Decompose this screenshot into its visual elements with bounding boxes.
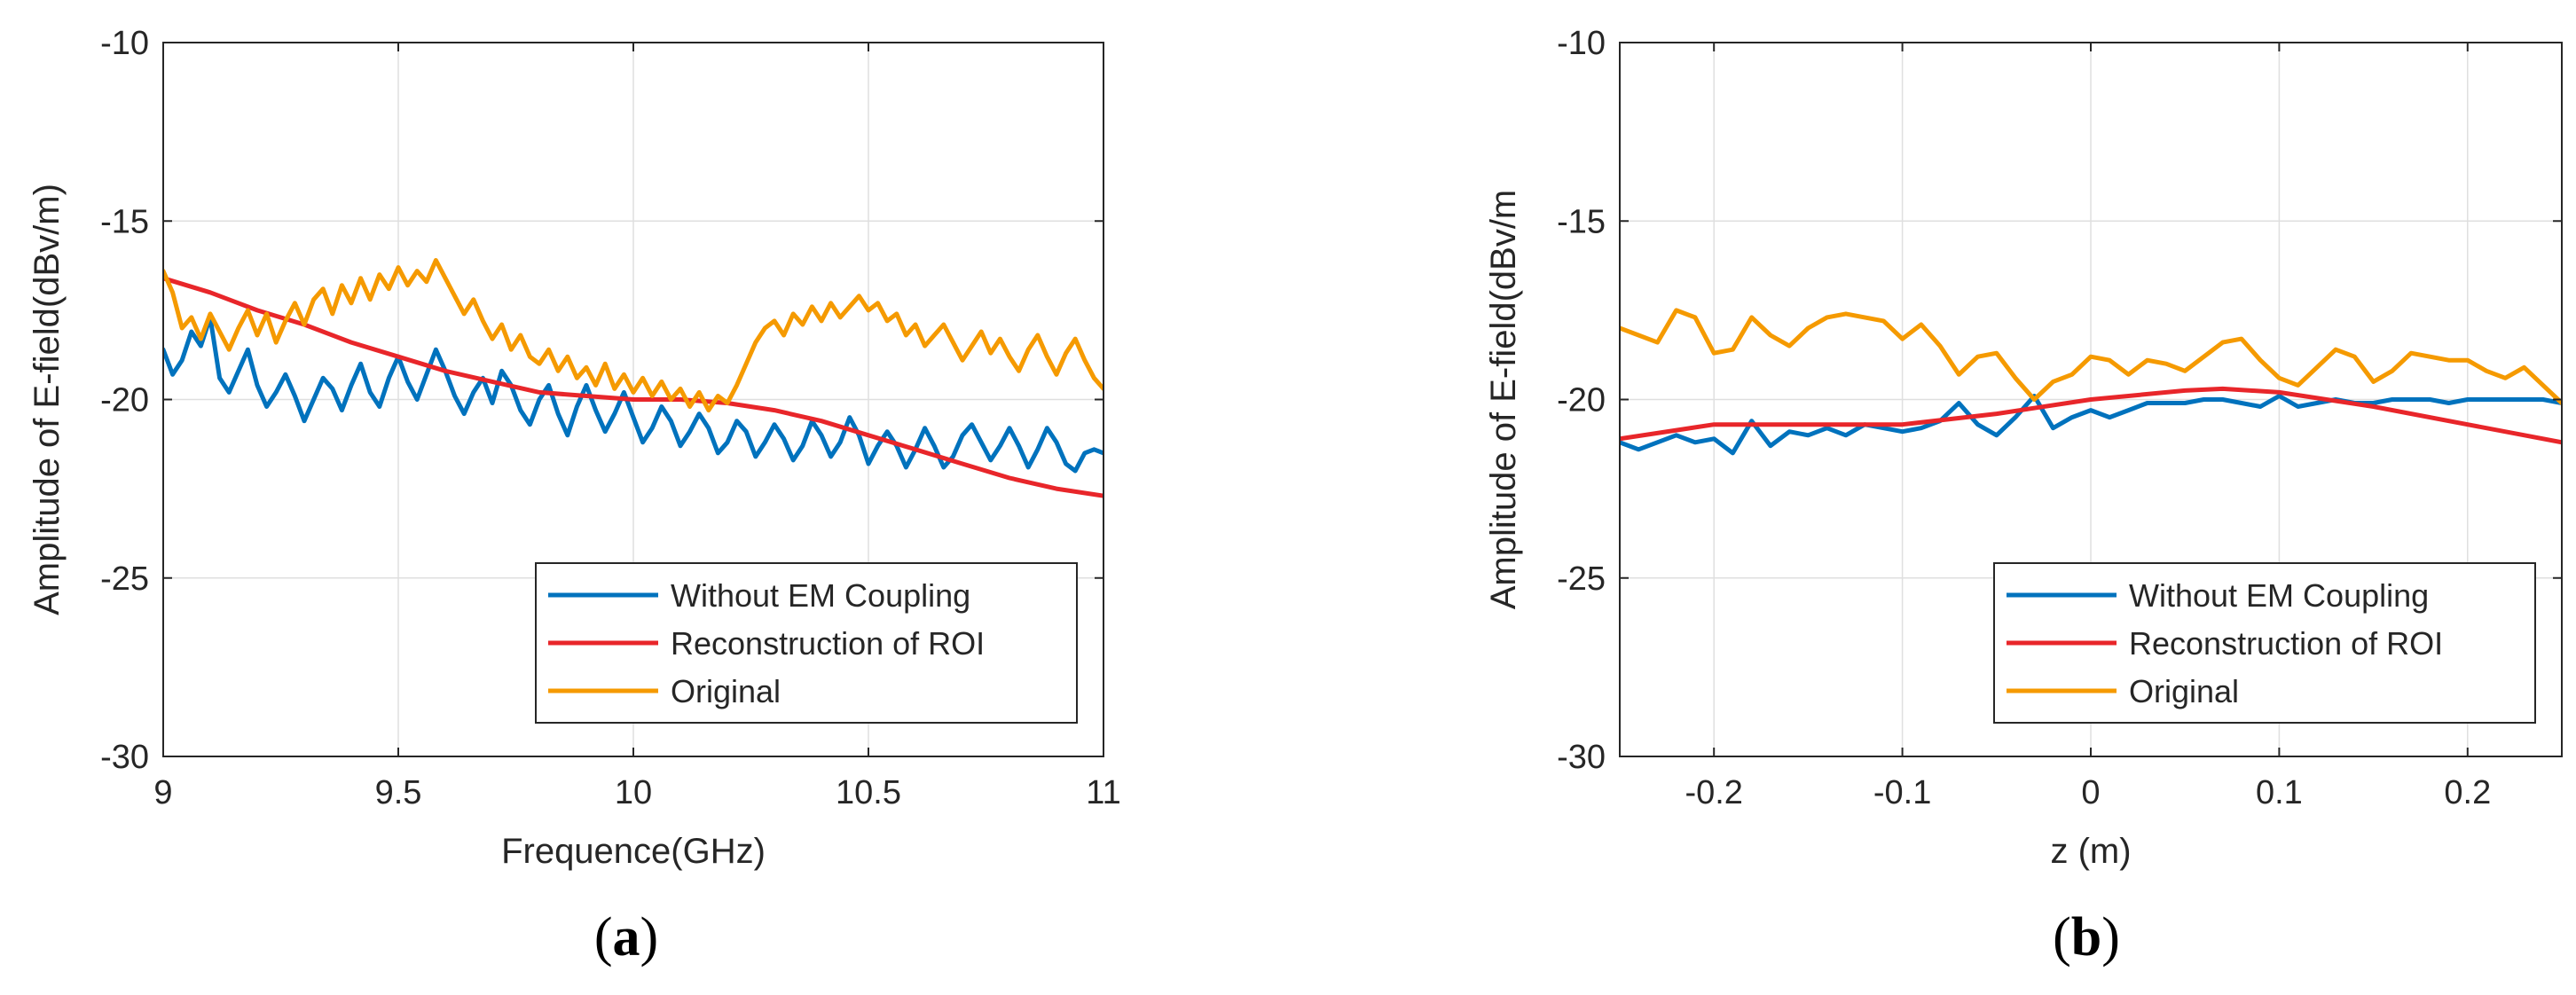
y-tick-label-a: -25 [100,560,149,598]
caption-b-letter: b [2070,907,2102,968]
caption-b: (b) [2053,906,2120,969]
y-tick-label-b: -10 [1557,25,1606,62]
series-line-original-a [163,258,1103,413]
x-tick-label-a: 9.5 [375,774,422,811]
y-tick-label-a: -10 [100,25,149,62]
y-tick-label-a: -20 [100,382,149,419]
legend-box-b [1993,562,2536,724]
x-tick-label-a: 9 [153,774,172,811]
caption-a-letter: a [612,907,640,968]
caption-a: (a) [594,906,658,969]
y-tick-label-b: -30 [1557,739,1606,776]
caption-a-open: ( [593,907,613,968]
x-axis-label-a: Frequence(GHz) [501,832,766,871]
y-tick-label-a: -15 [100,203,149,240]
x-tick-label-b: -0.1 [1873,774,1931,811]
x-tick-label-b: 0.2 [2444,774,2491,811]
x-tick-label-b: 0 [2081,774,2100,811]
legend-label-original-b: Original [2129,673,2239,709]
caption-b-open: ( [2053,907,2071,968]
series-line-reconstruction-a [163,276,1103,498]
caption-b-close: ) [2101,907,2120,968]
series-line-reconstruction-b [1620,386,2562,445]
legend-label-without_em-a: Without EM Coupling [671,577,970,614]
caption-a-close: ) [640,907,659,968]
series-line-without_em-a [163,315,1103,474]
series-group-a [163,258,1103,498]
series-line-original-b [1620,308,2562,405]
series-line-without_em-b [1620,394,2562,456]
legend-label-without_em-b: Without EM Coupling [2129,577,2429,614]
x-tick-label-a: 10 [615,774,652,811]
legend-label-original-a: Original [671,673,781,709]
y-tick-label-b: -25 [1557,560,1606,598]
x-tick-label-b: -0.2 [1685,774,1742,811]
y-axis-label-a: Amplitude of E-field(dBv/m) [27,184,67,615]
x-tick-label-a: 11 [1086,774,1120,811]
x-tick-label-a: 10.5 [836,774,901,811]
y-tick-label-a: -30 [100,739,149,776]
legend-label-reconstruction-a: Reconstruction of ROI [671,625,985,662]
legend-label-reconstruction-b: Reconstruction of ROI [2129,625,2443,662]
x-axis-label-b: z (m) [2050,832,2131,871]
x-tick-label-b: 0.1 [2256,774,2303,811]
y-tick-label-b: -20 [1557,382,1606,419]
series-group-b [1620,308,2562,456]
y-axis-label-b: Amplitude of E-field(dBv/m [1484,190,1523,610]
y-tick-label-b: -15 [1557,203,1606,240]
